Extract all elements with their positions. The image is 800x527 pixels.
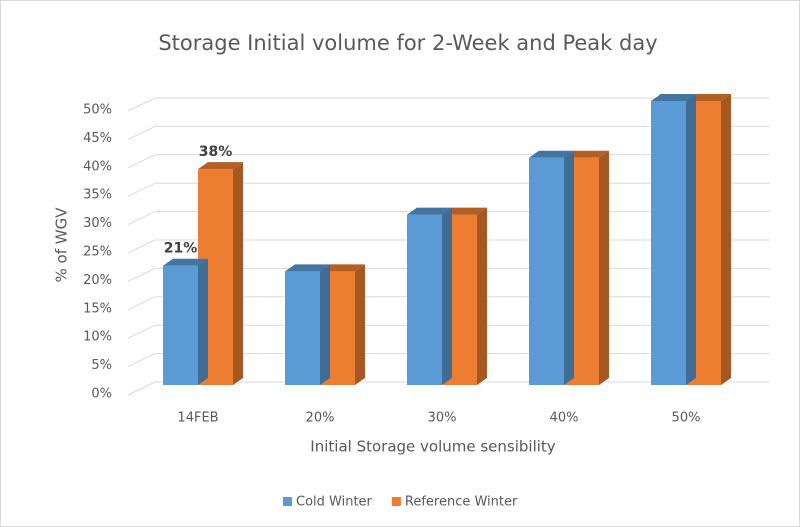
chart-title: Storage Initial volume for 2-Week and Pe… <box>158 31 657 55</box>
x-axis-label: Initial Storage volume sensibility <box>310 438 556 456</box>
y-tick-label: 15% <box>83 301 112 316</box>
legend-swatch <box>391 497 401 506</box>
grid-line <box>127 125 770 140</box>
bar-top <box>407 207 452 215</box>
bar-front <box>163 265 198 385</box>
bar-top <box>285 264 330 272</box>
bar-side <box>320 264 330 385</box>
y-tick-label: 40% <box>83 159 112 174</box>
y-tick-label: 20% <box>83 273 112 288</box>
y-axis-label: % of WGV <box>53 207 71 283</box>
bar-side <box>686 94 696 385</box>
bar-top <box>198 162 243 170</box>
x-tick-label: 20% <box>306 411 335 426</box>
y-tick-label: 50% <box>83 103 112 118</box>
data-label: 21% <box>164 241 198 257</box>
bar-side <box>355 264 365 385</box>
grid-line <box>127 97 770 112</box>
y-tick-label: 25% <box>83 245 112 260</box>
bar-side <box>599 150 609 385</box>
bar-top <box>320 264 365 272</box>
legend-swatch <box>283 497 292 506</box>
bar-front <box>529 157 564 385</box>
bar-top <box>564 150 609 158</box>
bar-side <box>442 207 452 385</box>
x-tick-label: 30% <box>428 411 457 426</box>
legend-label: Reference Winter <box>405 495 518 510</box>
bar-side <box>721 94 731 385</box>
x-tick-label: 14FEB <box>177 411 218 426</box>
legend-label: Cold Winter <box>296 495 373 510</box>
bar-front <box>407 214 442 385</box>
y-tick-label: 0% <box>91 387 112 402</box>
bar-side <box>233 162 243 385</box>
y-tick-label: 45% <box>83 131 112 146</box>
x-tick-label: 50% <box>672 411 701 426</box>
bar-side <box>477 207 487 385</box>
bar-top <box>651 94 696 101</box>
bar-front <box>285 271 320 385</box>
bar-top <box>163 258 208 266</box>
y-tick-label: 35% <box>83 188 112 203</box>
bar-top <box>442 207 487 215</box>
bar-top <box>686 94 731 101</box>
bar-front <box>651 101 686 385</box>
bar-side <box>198 258 208 385</box>
y-tick-label: 5% <box>91 358 112 373</box>
y-tick-label: 30% <box>83 216 112 231</box>
data-label: 38% <box>199 144 233 160</box>
x-tick-label: 40% <box>550 411 579 426</box>
bar-side <box>564 150 574 385</box>
y-tick-label: 10% <box>83 330 112 345</box>
bar-top <box>529 150 574 158</box>
